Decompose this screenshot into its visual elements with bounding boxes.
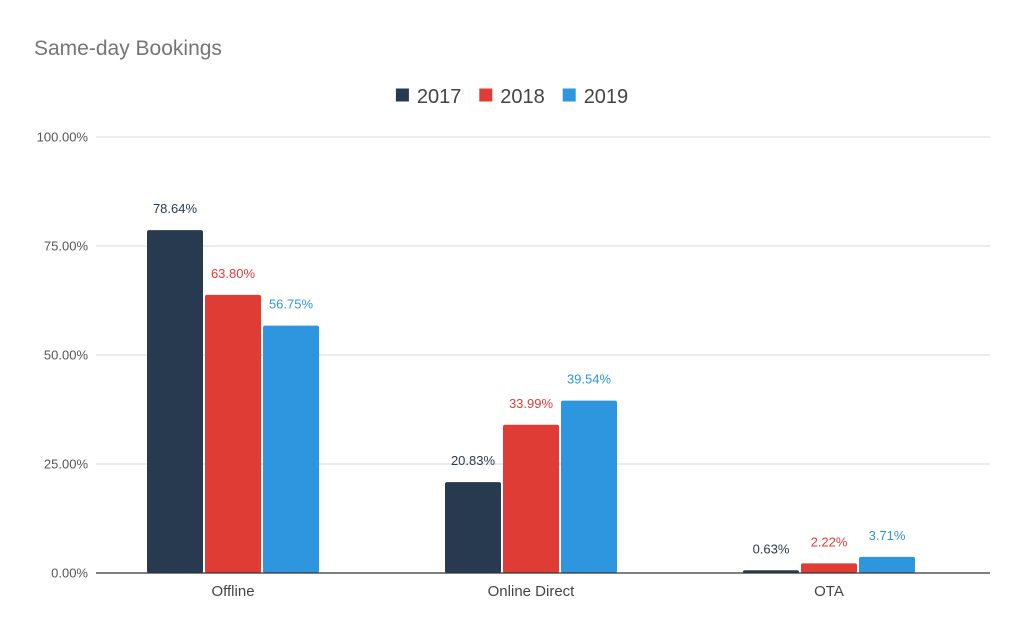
category-labels: Offline Online Direct OTA [211,583,843,600]
data-label: 0.63% [753,541,790,556]
data-labels: 78.64% 63.80% 56.75% 20.83% 33.99% 39.54% 0.63… [153,201,906,556]
legend: 2017 2018 2019 [395,86,629,108]
bar-2018-ota [801,563,857,573]
y-tick-label: 100.00% [37,130,89,145]
y-tick-label: 0.00% [51,566,88,581]
bar-2017-online-direct [445,482,501,573]
y-tick-label: 25.00% [44,457,89,472]
bar-2019-offline [263,325,319,573]
legend-label: 2018 [500,86,545,108]
bar-2019-online-direct [561,400,617,573]
data-label: 63.80% [211,266,256,281]
x-category-label: Online Direct [488,583,576,600]
bar-2019-ota [859,556,915,573]
data-label: 33.99% [509,396,554,411]
x-category-label: Offline [211,583,254,600]
legend-label: 2019 [584,86,629,108]
bars [147,230,915,574]
bar-2017-ota [743,570,799,573]
bar-2017-offline [147,230,203,574]
data-label: 39.54% [567,372,612,387]
y-tick-label: 50.00% [44,348,89,363]
data-label: 3.71% [869,528,906,543]
data-label: 20.83% [451,453,496,468]
y-tick-label: 75.00% [44,239,89,254]
y-axis-ticks: 0.00% 25.00% 50.00% 75.00% 100.00% [37,130,89,581]
legend-label: 2017 [417,86,462,108]
legend-swatch [395,88,409,102]
legend-swatch [479,88,493,102]
data-label: 78.64% [153,201,198,216]
bar-2018-online-direct [503,424,559,573]
x-category-label: OTA [814,583,844,600]
chart-title: Same-day Bookings [34,37,222,60]
data-label: 56.75% [269,297,314,312]
legend-swatch [562,88,576,102]
bar-2018-offline [205,294,261,573]
data-label: 2.22% [811,534,848,549]
